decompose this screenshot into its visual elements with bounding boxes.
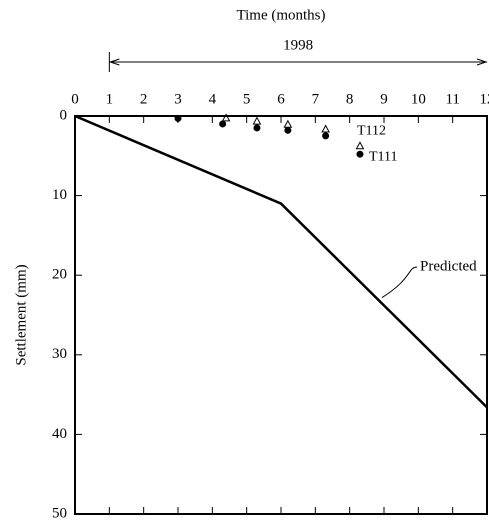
- x-tick-label: 10: [411, 91, 426, 107]
- y-tick-label: 40: [52, 426, 67, 442]
- marker: [283, 119, 293, 128]
- x-tick-label: 8: [346, 91, 354, 107]
- leader: [381, 266, 418, 298]
- y-axis-title: Settlement (mm): [13, 264, 29, 365]
- arrowhead: [476, 58, 488, 66]
- x-tick-label: 5: [243, 91, 251, 107]
- x-tick-label: 1: [106, 91, 114, 107]
- x-tick-label: 4: [209, 91, 217, 107]
- plot-frame: [74, 115, 488, 515]
- marker: [322, 132, 330, 140]
- arrowhead: [108, 58, 120, 66]
- y-tick-label: 30: [52, 346, 67, 362]
- x-tick-label: 2: [140, 91, 148, 107]
- marker: [321, 124, 330, 133]
- marker: [356, 150, 364, 158]
- y-tick-label: 20: [52, 267, 67, 283]
- marker: [355, 141, 365, 150]
- series-label: T112: [357, 123, 386, 138]
- y-tick-label: 0: [60, 107, 68, 123]
- x-tick-label: 12: [480, 91, 489, 107]
- x-tick-label: 11: [445, 91, 459, 107]
- predicted-line: [74, 114, 488, 409]
- annotation: 1998: [283, 37, 313, 53]
- y-tick-label: 10: [52, 187, 67, 203]
- marker: [284, 126, 292, 134]
- series-label: Predicted: [420, 258, 477, 274]
- x-axis-title: Time (months): [236, 7, 325, 23]
- x-tick-label: 9: [380, 91, 388, 107]
- x-tick-label: 3: [174, 91, 182, 107]
- x-tick-label: 0: [71, 91, 79, 107]
- x-tick-label: 6: [277, 91, 285, 107]
- marker: [221, 113, 231, 122]
- marker: [174, 114, 182, 122]
- series-label: T111: [369, 149, 398, 164]
- marker: [252, 116, 262, 125]
- y-tick-label: 50: [52, 505, 67, 521]
- marker: [219, 120, 227, 128]
- x-tick-label: 7: [312, 91, 320, 107]
- marker: [253, 124, 261, 132]
